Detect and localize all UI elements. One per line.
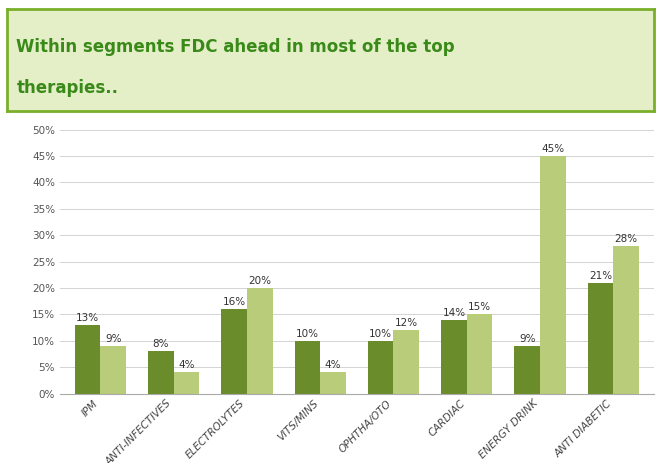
Bar (441, 319, 467, 394)
Text: 15%: 15% (468, 302, 491, 312)
Bar (173, 372, 199, 394)
Bar (320, 372, 346, 394)
Bar (588, 283, 614, 394)
Bar (247, 288, 273, 394)
Bar (221, 309, 247, 394)
Text: 13%: 13% (76, 313, 99, 323)
Text: 9%: 9% (519, 334, 536, 344)
Text: 45%: 45% (542, 144, 564, 154)
Text: 21%: 21% (589, 270, 612, 281)
Text: 16%: 16% (223, 297, 245, 307)
Text: 4%: 4% (325, 360, 342, 370)
Bar (540, 156, 566, 394)
Text: 9%: 9% (105, 334, 121, 344)
Text: 12%: 12% (395, 318, 418, 328)
Text: 10%: 10% (369, 329, 392, 338)
Text: 4%: 4% (178, 360, 195, 370)
Bar (100, 346, 126, 394)
Bar (614, 246, 639, 394)
Text: 8%: 8% (153, 339, 169, 349)
Bar (75, 325, 100, 394)
Text: 10%: 10% (296, 329, 319, 338)
Bar (295, 341, 320, 394)
Bar (148, 351, 173, 394)
Bar (368, 341, 394, 394)
Bar (394, 330, 419, 394)
Text: Within segments FDC ahead in most of the top: Within segments FDC ahead in most of the… (17, 38, 455, 56)
Bar (467, 314, 492, 394)
Text: 20%: 20% (248, 276, 271, 286)
Bar (514, 346, 540, 394)
Text: 28%: 28% (614, 234, 638, 244)
Text: therapies..: therapies.. (17, 79, 118, 96)
Text: 14%: 14% (442, 307, 466, 318)
